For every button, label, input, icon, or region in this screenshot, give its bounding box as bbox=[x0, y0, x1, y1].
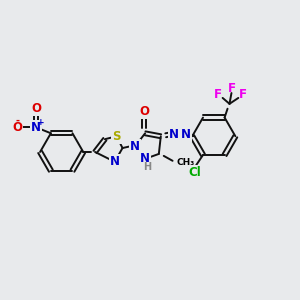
Text: O: O bbox=[139, 105, 149, 118]
Text: N: N bbox=[31, 121, 41, 134]
Text: H: H bbox=[143, 162, 151, 172]
Text: F: F bbox=[214, 88, 222, 100]
Text: CH₃: CH₃ bbox=[176, 158, 195, 167]
Text: F: F bbox=[227, 82, 236, 94]
Text: -: - bbox=[16, 116, 20, 125]
Text: N: N bbox=[110, 155, 120, 168]
Text: S: S bbox=[112, 130, 121, 143]
Text: N: N bbox=[169, 128, 178, 141]
Text: +: + bbox=[37, 118, 45, 127]
Text: O: O bbox=[13, 121, 22, 134]
Text: Cl: Cl bbox=[189, 166, 202, 179]
Text: N: N bbox=[140, 152, 150, 165]
Text: F: F bbox=[239, 88, 247, 100]
Text: N: N bbox=[181, 128, 191, 141]
Text: O: O bbox=[31, 102, 41, 115]
Text: N: N bbox=[130, 140, 140, 153]
